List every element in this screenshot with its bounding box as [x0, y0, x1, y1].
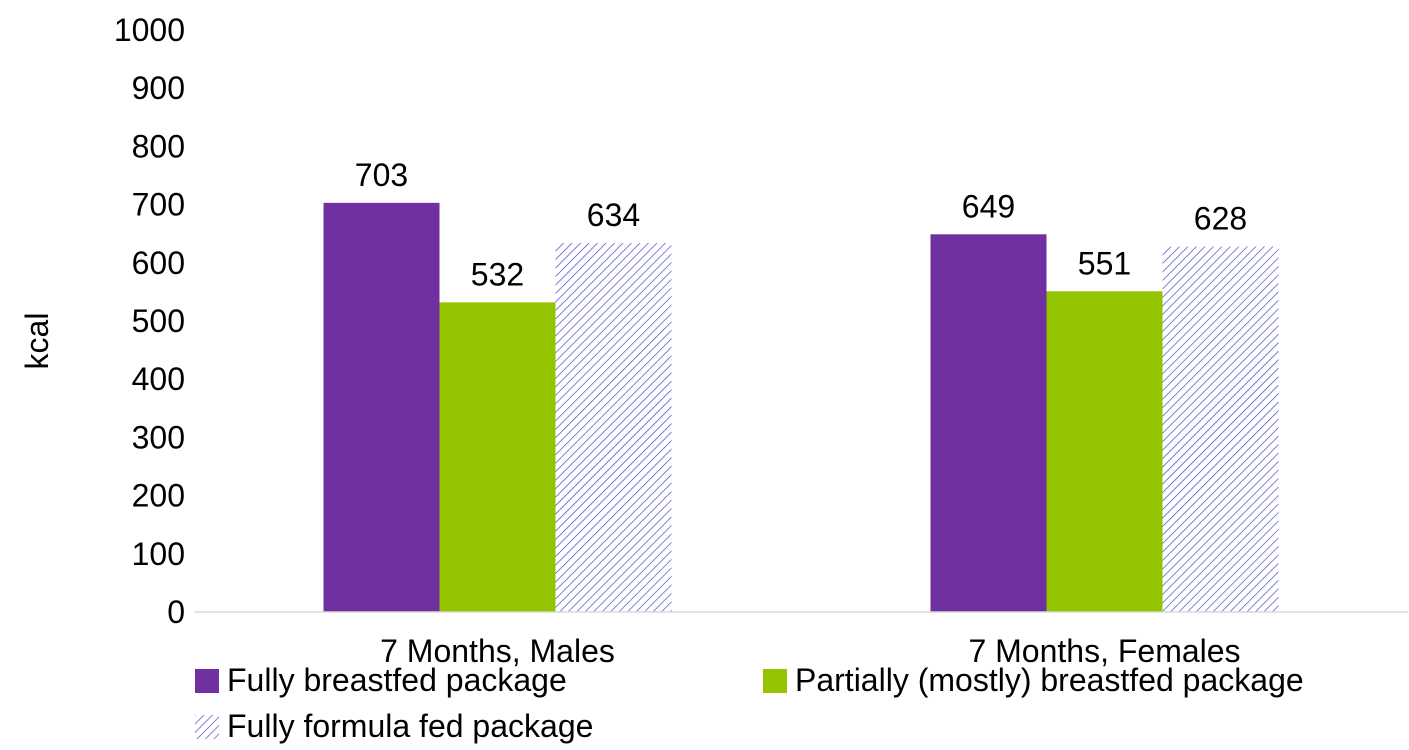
data-labels: 703 532 634 649 551 628 — [355, 157, 1247, 293]
data-label: 634 — [587, 197, 640, 233]
legend-item-fully-formula: Fully formula fed package — [195, 708, 593, 745]
data-label: 628 — [1194, 201, 1247, 237]
bar — [555, 243, 672, 612]
bar — [930, 234, 1047, 613]
bars — [323, 202, 1279, 613]
legend-swatch-partially-breastfed — [763, 668, 787, 693]
data-label: 703 — [355, 157, 408, 193]
legend-swatch-fully-breastfed — [195, 668, 219, 693]
y-tick-label: 700 — [132, 187, 185, 223]
y-tick-label: 100 — [132, 536, 185, 572]
legend-swatch-fully-formula — [195, 714, 219, 739]
data-label: 532 — [471, 256, 524, 292]
legend-label-partially-breastfed: Partially (mostly) breastfed package — [795, 662, 1304, 698]
data-label: 649 — [962, 188, 1015, 224]
bar — [1046, 291, 1163, 612]
bar — [323, 202, 440, 612]
x-tick-label: 7 Months, Females — [968, 633, 1240, 669]
y-tick-label: 1000 — [114, 12, 185, 48]
x-tick-label: 7 Months, Males — [380, 633, 615, 669]
y-tick-label: 400 — [132, 361, 185, 397]
bar — [1162, 246, 1279, 612]
bar — [439, 302, 556, 612]
x-axis-ticks: 7 Months, Males 7 Months, Females — [380, 633, 1240, 669]
legend-item-partially-breastfed: Partially (mostly) breastfed package — [763, 662, 1304, 699]
y-tick-label: 300 — [132, 419, 185, 455]
legend-label-fully-breastfed: Fully breastfed package — [227, 662, 567, 698]
y-tick-label: 200 — [132, 478, 185, 514]
legend-item-fully-breastfed: Fully breastfed package — [195, 662, 567, 699]
y-tick-label: 900 — [132, 70, 185, 106]
y-tick-label: 500 — [132, 303, 185, 339]
legend-label-fully-formula: Fully formula fed package — [227, 708, 594, 744]
y-axis-ticks: 0 100 200 300 400 500 600 700 800 900 1000 — [114, 12, 185, 630]
y-tick-label: 600 — [132, 245, 185, 281]
y-tick-label: 0 — [167, 594, 185, 630]
y-tick-label: 800 — [132, 128, 185, 164]
y-axis-title: kcal — [19, 313, 55, 370]
data-label: 551 — [1078, 245, 1131, 281]
